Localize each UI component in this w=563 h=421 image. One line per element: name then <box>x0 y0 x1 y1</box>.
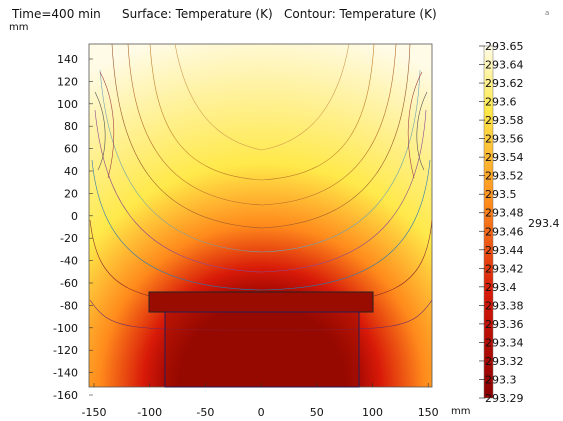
colorbar-tick-label: 293.32 <box>485 355 524 368</box>
x-tick-label: 100 <box>362 406 383 419</box>
colorbar-tick-label: 293.44 <box>485 244 524 257</box>
x-tick-label: -100 <box>137 406 162 419</box>
colorbar-tick-label: 293.52 <box>485 170 524 183</box>
colorbar-ticks: 293.65 293.64 293.62 293.6 293.58 293.56 293.5… <box>479 40 524 405</box>
colorbar-tick-label: 293.62 <box>485 77 524 90</box>
x-tick-label: 50 <box>310 406 324 419</box>
colorbar-tick-label: 293.46 <box>485 225 524 238</box>
colorbar-tick-label: 293.5 <box>485 188 517 201</box>
colorbar-tick-label: 293.6 <box>485 96 517 109</box>
y-tick-label: -140 <box>53 367 78 380</box>
y-tick-label: 100 <box>57 98 78 111</box>
y-tick-label: -80 <box>60 299 78 312</box>
x-tick-label: 0 <box>258 406 265 419</box>
colorbar-tick-label: 293.3 <box>485 373 517 386</box>
colorbar-side-value: 293.4 <box>528 217 560 230</box>
colorbar-tick-label: 293.42 <box>485 262 524 275</box>
y-tick-label: 40 <box>64 165 78 178</box>
y-tick-label: 60 <box>64 143 78 156</box>
y-axis-unit: mm <box>9 22 29 33</box>
y-tick-label: 140 <box>57 53 78 66</box>
x-axis-unit: mm <box>451 406 471 417</box>
colorbar-tick-label: 293.64 <box>485 59 524 72</box>
y-tick-label: 120 <box>57 75 78 88</box>
y-tick-label: 0 <box>71 210 78 223</box>
colorbar-tick-label: 293.65 <box>485 40 524 53</box>
colorbar-tick-label: 293.48 <box>485 207 524 220</box>
heater-leg-block <box>164 311 360 388</box>
surface-label: Surface: Temperature (K) <box>122 7 273 21</box>
y-tick-label: -100 <box>53 322 78 335</box>
y-tick-label: -120 <box>53 344 78 357</box>
colorbar-tick-label: 293.38 <box>485 299 524 312</box>
colorbar-tick-label: 293.36 <box>485 318 524 331</box>
colorbar-tick-label: 293.54 <box>485 151 524 164</box>
y-tick-label: -60 <box>60 277 78 290</box>
y-tick-label: -40 <box>60 255 78 268</box>
colorbar-tick-label: 293.34 <box>485 336 524 349</box>
colorbar-tick-label: 293.4 <box>485 281 517 294</box>
time-label: Time=400 min <box>12 7 101 21</box>
colorbar <box>483 45 494 399</box>
y-tick-label: 20 <box>64 187 78 200</box>
x-tick-label: -150 <box>82 406 107 419</box>
x-tick-label: 150 <box>418 406 439 419</box>
colorbar-tick-label: 293.29 <box>485 392 524 405</box>
colorbar-tick-label: 293.56 <box>485 133 524 146</box>
y-tick-label: 80 <box>64 120 78 133</box>
corner-glyph: a <box>545 9 550 17</box>
y-tick-label: -20 <box>60 232 78 245</box>
colorbar-tick-label: 293.58 <box>485 114 524 127</box>
x-axis: -150 -100 -50 0 50 100 150 <box>82 383 439 419</box>
contour-label: Contour: Temperature (K) <box>284 7 437 21</box>
y-tick-label: -160 <box>53 389 78 402</box>
heater-top-block <box>148 291 374 313</box>
y-axis: 140 120 100 80 60 40 20 0 -20 -40 -60 -80 -100 -120 -1… <box>53 53 93 402</box>
x-tick-label: -50 <box>196 406 214 419</box>
